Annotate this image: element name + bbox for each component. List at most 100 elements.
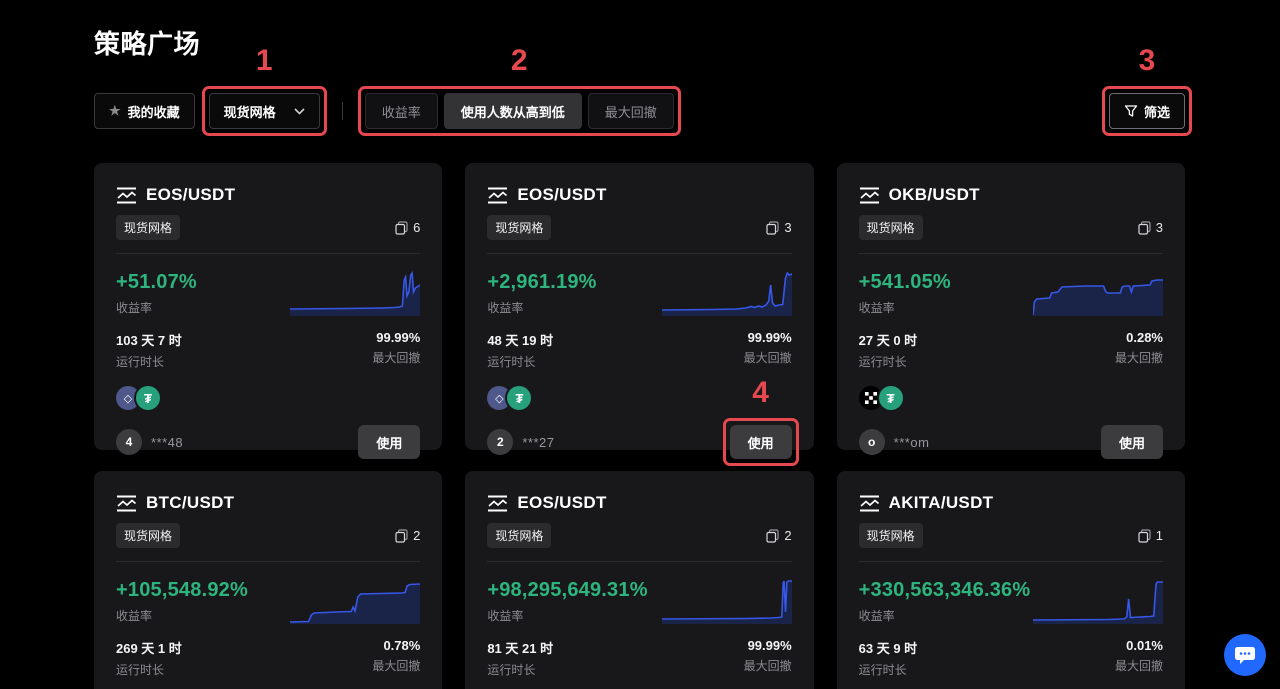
copy-icon [766, 220, 780, 235]
roi-sparkline-chart [290, 578, 421, 624]
grid-strategy-icon [859, 495, 879, 511]
pair-name: AKITA/USDT [888, 493, 994, 512]
avatar: o [858, 429, 885, 455]
strategy-type-value: 现货网格 [223, 104, 276, 120]
card-title-row: AKITA/USDT [859, 493, 1163, 513]
card-divider [858, 561, 1163, 562]
runtime-block: 103 天 7 时 运行时长 [116, 330, 182, 370]
usdt-coin-icon: ₮ [878, 386, 903, 410]
avatar: 2 [487, 429, 514, 455]
runtime-value: 81 天 21 时 [487, 641, 554, 656]
drawdown-block: 0.78% 最大回撤 [372, 638, 420, 678]
copies-value: 2 [784, 528, 792, 543]
chat-support-button[interactable] [1224, 634, 1266, 676]
user-name: ***48 [151, 434, 184, 450]
chevron-down-icon [294, 107, 305, 115]
roi-row: +105,548.92% 收益率 [116, 578, 421, 624]
card-divider [858, 253, 1163, 254]
card-footer: 2 ***27 使用 4 [487, 378, 799, 466]
roi-label: 收益率 [487, 609, 524, 623]
strategy-tag: 现货网格 [858, 215, 923, 240]
strategy-type-dropdown[interactable]: 现货网格 [208, 93, 320, 129]
roi-label: 收益率 [116, 609, 153, 623]
coins-row: ◇ ₮ [487, 386, 791, 410]
roi-value: +51.07% [116, 271, 197, 293]
avatar: 4 [116, 429, 142, 455]
use-button[interactable]: 使用 [729, 425, 792, 459]
roi-block: +330,563,346.36% 收益率 [859, 579, 1031, 624]
copies-count: 6 [395, 220, 420, 235]
runtime-value: 48 天 19 时 [487, 333, 554, 348]
filter-funnel-icon [1124, 105, 1138, 117]
copies-value: 3 [1155, 220, 1163, 235]
card-title-row: EOS/USDT [487, 493, 791, 513]
runtime-block: 48 天 19 时 运行时长 [487, 330, 553, 370]
strategy-card: AKITA/USDT 现货网格 1 +330,563,346.36% 收益率 [836, 471, 1185, 689]
copy-icon [395, 220, 408, 235]
drawdown-value: 99.99% [747, 330, 792, 345]
user-name: ***om [893, 434, 930, 450]
roi-block: +541.05% 收益率 [859, 271, 951, 316]
filter-button[interactable]: 筛选 [1108, 93, 1185, 129]
runtime-label: 运行时长 [116, 355, 165, 369]
roi-label: 收益率 [858, 301, 895, 315]
drawdown-value: 99.99% [376, 330, 421, 345]
toolbar-divider [341, 102, 343, 120]
drawdown-value: 0.01% [1126, 638, 1163, 653]
roi-value: +2,961.19% [487, 271, 597, 293]
strategy-cards-grid: EOS/USDT 现货网格 6 +51.07% 收益率 [94, 163, 1185, 689]
roi-row: +541.05% 收益率 [859, 270, 1163, 316]
use-button[interactable]: 使用 [358, 425, 421, 459]
roi-value: +98,295,649.31% [487, 579, 648, 601]
runtime-label: 运行时长 [116, 663, 165, 677]
stats-row: 48 天 19 时 运行时长 99.99% 最大回撤 [487, 330, 791, 370]
roi-label: 收益率 [116, 301, 153, 315]
roi-block: +51.07% 收益率 [116, 271, 197, 316]
card-divider [487, 253, 792, 254]
strategy-card: BTC/USDT 现货网格 2 +105,548.92% 收益率 [94, 471, 443, 689]
drawdown-label: 最大回撤 [1114, 351, 1163, 365]
copies-value: 1 [1155, 528, 1163, 543]
card-divider [116, 561, 421, 562]
strategy-tag: 现货网格 [487, 215, 552, 240]
runtime-block: 27 天 0 时 运行时长 [859, 330, 918, 370]
runtime-value: 103 天 7 时 [116, 333, 182, 348]
sort-tab-roi[interactable]: 收益率 [364, 93, 438, 129]
strategy-tag: 现货网格 [116, 215, 181, 240]
roi-block: +98,295,649.31% 收益率 [487, 579, 647, 624]
pair-name: BTC/USDT [146, 493, 235, 512]
tag-row: 现货网格 1 [858, 523, 1163, 548]
roi-row: +2,961.19% 收益率 [487, 270, 792, 316]
copies-count: 3 [766, 220, 792, 235]
grid-strategy-icon [117, 187, 137, 203]
sort-tabs: 收益率 使用人数从高到低 最大回撤 [364, 93, 674, 129]
card-footer: o ***om 使用 [858, 425, 1163, 459]
copies-value: 6 [413, 220, 421, 235]
stats-row: 27 天 0 时 运行时长 0.28% 最大回撤 [859, 330, 1163, 370]
strategy-tag: 现货网格 [116, 523, 181, 548]
tag-row: 现货网格 2 [116, 523, 420, 548]
copy-icon [1138, 528, 1151, 543]
runtime-block: 63 天 9 时 运行时长 [859, 638, 918, 678]
drawdown-block: 99.99% 最大回撤 [744, 330, 792, 370]
star-icon: ★ [109, 103, 121, 118]
tag-row: 现货网格 3 [487, 215, 792, 240]
pair-name: OKB/USDT [888, 185, 980, 204]
drawdown-block: 0.01% 最大回撤 [1115, 638, 1163, 678]
usdt-coin-icon: ₮ [507, 386, 532, 410]
sort-tab-max-drawdown[interactable]: 最大回撤 [587, 93, 674, 129]
copy-icon [1138, 220, 1151, 235]
sort-tab-users-desc[interactable]: 使用人数从高到低 [443, 93, 582, 129]
runtime-value: 27 天 0 时 [858, 333, 918, 348]
page-title: 策略广场 [94, 29, 201, 59]
roi-sparkline-chart [661, 578, 792, 624]
card-title-row: BTC/USDT [116, 493, 420, 513]
use-button[interactable]: 使用 [1100, 425, 1163, 459]
pair-name: EOS/USDT [517, 493, 607, 512]
stats-row: 63 天 9 时 运行时长 0.01% 最大回撤 [859, 638, 1163, 678]
drawdown-value: 0.28% [1126, 330, 1163, 345]
copies-count: 1 [1138, 528, 1163, 543]
my-favorites-button[interactable]: ★ 我的收藏 [94, 93, 195, 129]
runtime-label: 运行时长 [858, 663, 907, 677]
